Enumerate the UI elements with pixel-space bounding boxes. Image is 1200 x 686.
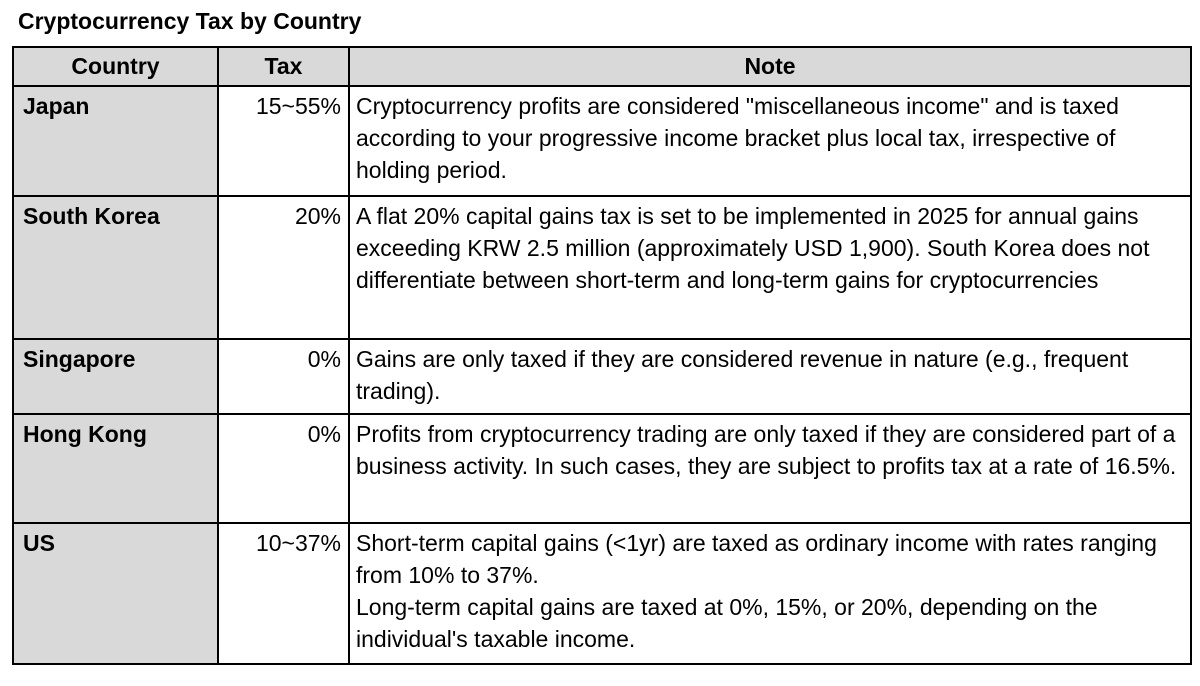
country-cell: US [12,522,219,665]
page: Cryptocurrency Tax by Country Country Ta… [0,8,1200,665]
note-cell: Profits from cryptocurrency trading are … [348,413,1192,524]
country-cell: South Korea [12,195,219,340]
tax-cell: 0% [217,413,350,524]
note-cell: A flat 20% capital gains tax is set to b… [348,195,1192,340]
note-cell: Cryptocurrency profits are considered "m… [348,85,1192,197]
table-row-singapore: Singapore 0% Gains are only taxed if the… [12,338,1192,415]
table-row-hong-kong: Hong Kong 0% Profits from cryptocurrency… [12,413,1192,524]
column-header-country: Country [12,46,219,87]
note-cell: Short-term capital gains (<1yr) are taxe… [348,522,1192,665]
table-header-row: Country Tax Note [12,46,1192,87]
table-row-us: US 10~37% Short-term capital gains (<1yr… [12,522,1192,665]
tax-cell: 20% [217,195,350,340]
tax-cell: 10~37% [217,522,350,665]
crypto-tax-table: Country Tax Note Japan 15~55% Cryptocurr… [12,46,1192,665]
table-row-south-korea: South Korea 20% A flat 20% capital gains… [12,195,1192,340]
tax-cell: 0% [217,338,350,415]
country-cell: Hong Kong [12,413,219,524]
table-row-japan: Japan 15~55% Cryptocurrency profits are … [12,85,1192,197]
page-title: Cryptocurrency Tax by Country [18,8,362,34]
country-cell: Japan [12,85,219,197]
note-cell: Gains are only taxed if they are conside… [348,338,1192,415]
tax-cell: 15~55% [217,85,350,197]
column-header-tax: Tax [217,46,350,87]
column-header-note: Note [348,46,1192,87]
country-cell: Singapore [12,338,219,415]
